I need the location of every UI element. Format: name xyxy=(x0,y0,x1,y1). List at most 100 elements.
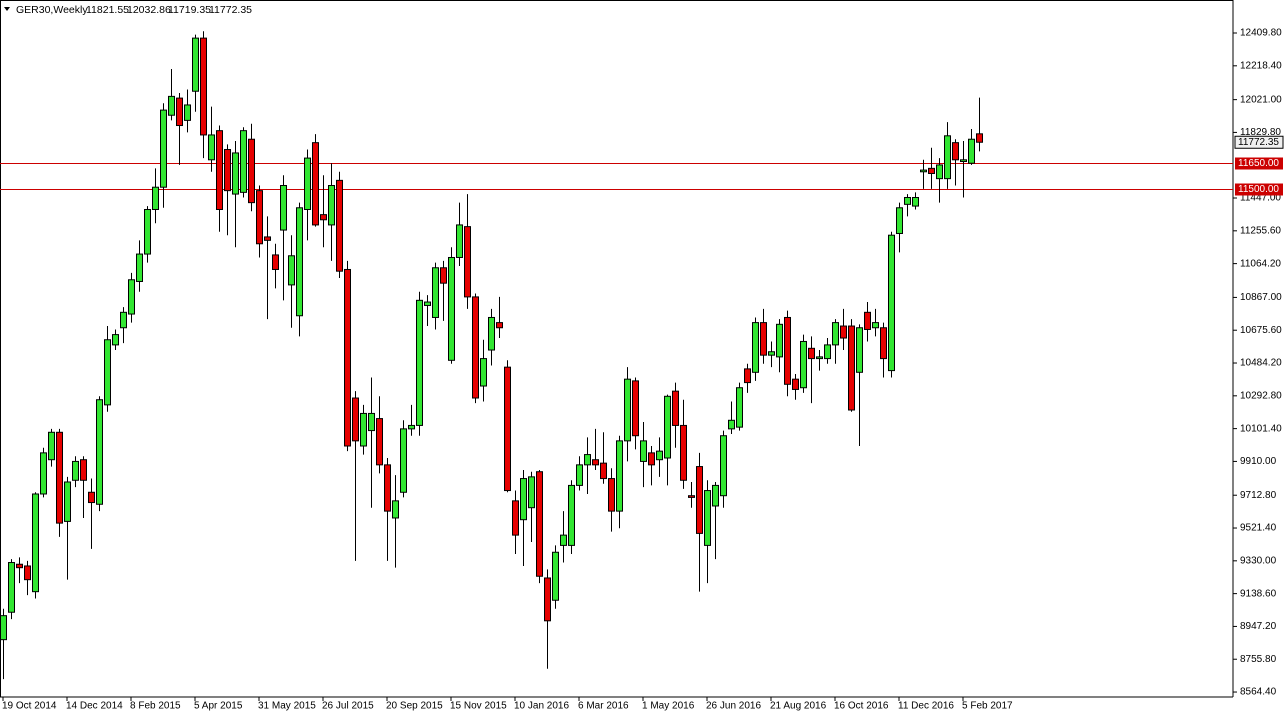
x-tick-label: 26 Jun 2016 xyxy=(706,701,761,712)
price-label-box xyxy=(1234,135,1284,149)
x-tick-label: 21 Aug 2016 xyxy=(770,701,827,712)
y-tick-label: 9712.80 xyxy=(1240,490,1277,501)
menu-icon[interactable] xyxy=(4,7,10,11)
candle-body xyxy=(392,500,399,519)
candle-body xyxy=(704,490,711,546)
candle-body xyxy=(976,133,983,143)
candle-body xyxy=(912,196,919,207)
candle-body xyxy=(880,327,887,360)
header-low: 11719.35 xyxy=(168,4,211,16)
candle-body xyxy=(200,37,207,136)
y-tick-label: 12021.00 xyxy=(1240,94,1282,105)
candle-body xyxy=(944,135,951,180)
candle-body xyxy=(856,327,863,373)
candle-body xyxy=(720,435,727,497)
candle-body xyxy=(736,387,743,428)
candle-body xyxy=(480,358,487,387)
candle-body xyxy=(280,185,287,231)
x-tick-label: 11 Dec 2016 xyxy=(898,701,954,712)
candle-body xyxy=(256,190,263,245)
candle-body xyxy=(120,311,127,329)
header-open: 11821.55 xyxy=(86,4,129,16)
candle-body xyxy=(824,344,831,360)
candle-body xyxy=(552,551,559,601)
candle-body xyxy=(288,255,295,286)
candle-body xyxy=(936,164,943,180)
y-tick-label: 10292.80 xyxy=(1240,390,1282,401)
header-high: 12032.86 xyxy=(127,4,171,16)
candle-body xyxy=(584,454,591,466)
candle-body xyxy=(192,37,199,92)
candle-body xyxy=(592,459,599,466)
x-tick-label: 31 May 2015 xyxy=(258,701,316,712)
candle-body xyxy=(8,562,15,613)
candle-body xyxy=(776,323,783,358)
y-tick-label: 11255.60 xyxy=(1240,225,1281,236)
candle-body xyxy=(184,104,191,121)
level-label-box xyxy=(1235,157,1283,170)
y-tick-label: 9330.00 xyxy=(1240,555,1277,566)
x-tick-label: 26 Jul 2015 xyxy=(322,701,374,712)
symbol: GER30,Weekly xyxy=(16,4,88,16)
candle-body xyxy=(96,399,103,505)
candle-body xyxy=(352,397,359,442)
x-tick-label: 20 Sep 2015 xyxy=(386,701,443,712)
y-tick-label: 10484.20 xyxy=(1240,358,1282,369)
candle-body xyxy=(56,431,63,524)
x-tick-label: 15 Nov 2015 xyxy=(450,701,507,712)
candle-body xyxy=(48,431,55,461)
candle-body xyxy=(432,267,439,318)
y-tick-label: 11829.80 xyxy=(1240,127,1281,138)
candle-body xyxy=(424,301,431,306)
candle-body xyxy=(176,97,183,127)
level-label: 11500.00 xyxy=(1238,184,1279,195)
candle-body xyxy=(264,236,271,241)
candle-body xyxy=(600,462,607,480)
candle-body xyxy=(560,534,567,546)
candle-body xyxy=(904,196,911,205)
y-tick-label: 10867.00 xyxy=(1240,292,1282,303)
candle-body xyxy=(840,325,847,339)
y-tick-label: 11447.00 xyxy=(1240,193,1281,204)
candle-body xyxy=(72,460,79,481)
candle-body xyxy=(680,424,687,481)
candle-body xyxy=(752,322,759,373)
candle-body xyxy=(32,493,39,593)
candle-body xyxy=(616,440,623,512)
candle-body xyxy=(248,138,255,204)
x-tick-label: 14 Dec 2014 xyxy=(66,701,123,712)
candle-body xyxy=(488,316,495,351)
candle-body xyxy=(760,322,767,356)
x-tick-label: 1 May 2016 xyxy=(642,701,695,712)
candle-body xyxy=(400,428,407,493)
candle-body xyxy=(40,452,47,495)
x-tick-label: 19 Oct 2014 xyxy=(2,701,57,712)
y-tick-label: 9138.60 xyxy=(1240,588,1277,599)
candle-body xyxy=(968,138,975,164)
candle-body xyxy=(376,418,383,466)
candle-body xyxy=(272,254,279,270)
candle-body xyxy=(920,169,927,173)
candle-body xyxy=(296,207,303,317)
x-tick-label: 6 Mar 2016 xyxy=(578,701,629,712)
y-tick-label: 11064.20 xyxy=(1240,258,1281,269)
y-tick-label: 12218.40 xyxy=(1240,60,1282,71)
y-tick-label: 12409.80 xyxy=(1240,28,1282,39)
candle-body xyxy=(808,347,815,360)
candle-body xyxy=(152,186,159,210)
candle-body xyxy=(648,452,655,466)
y-tick-label: 9521.40 xyxy=(1240,523,1277,534)
x-tick-label: 16 Oct 2016 xyxy=(834,701,889,712)
level-label-box xyxy=(1235,183,1283,196)
candle-body xyxy=(608,478,615,512)
candle-body xyxy=(440,267,447,284)
candle-body xyxy=(360,412,367,447)
candle-body xyxy=(24,565,31,581)
candle-body xyxy=(864,311,871,330)
candle-body xyxy=(136,253,143,282)
candle-body xyxy=(624,378,631,442)
candle-body xyxy=(456,224,463,258)
candle-body xyxy=(960,159,967,163)
y-tick-label: 9910.00 xyxy=(1240,456,1277,467)
